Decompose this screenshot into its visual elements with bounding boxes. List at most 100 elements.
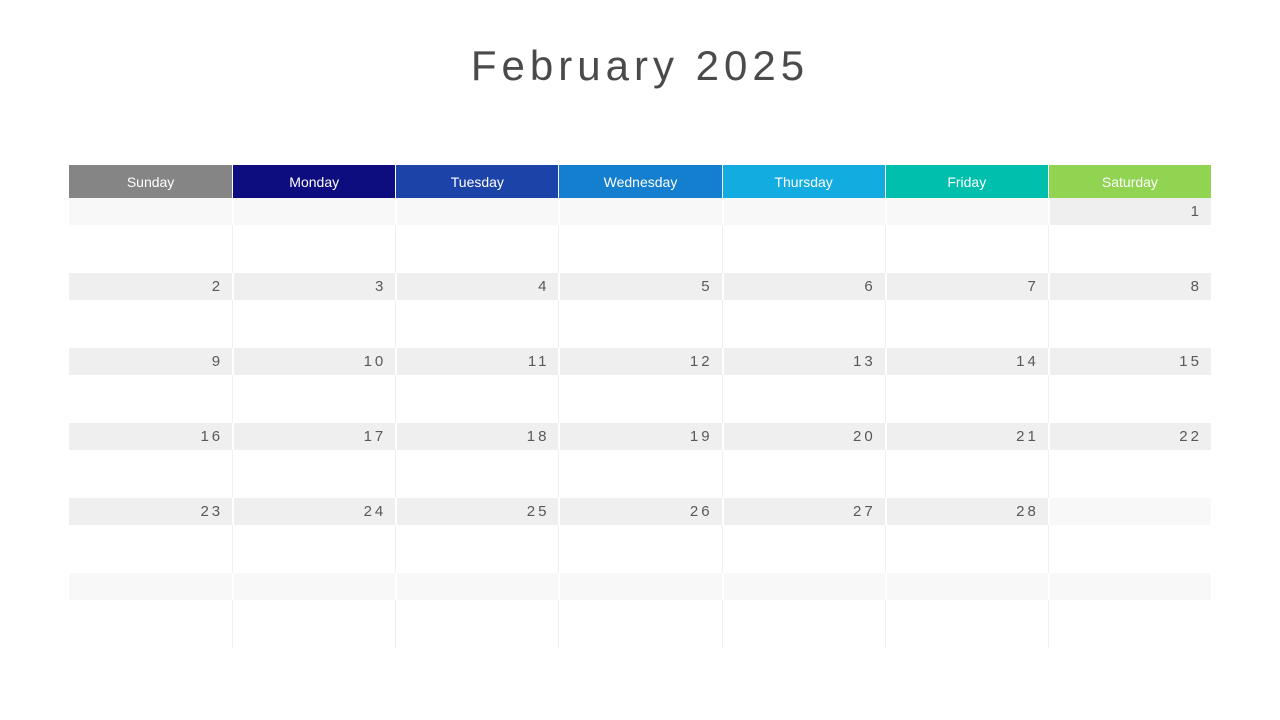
day-number-strip: 19: [558, 423, 722, 450]
day-body-area: [721, 450, 885, 498]
day-cell-7: 7: [884, 273, 1048, 348]
day-number: 6: [864, 278, 876, 295]
day-cell-25: 25: [395, 498, 559, 573]
day-cell-14: 14: [884, 348, 1048, 423]
day-number: 18: [526, 428, 550, 445]
day-cell-1: 1: [1047, 198, 1211, 273]
day-body-area: [721, 225, 885, 273]
day-body-area: [1047, 300, 1211, 348]
week-row-2: 2 3 4 5 6 7 8: [69, 273, 1211, 348]
day-number-strip: [232, 573, 396, 600]
day-body-area: [558, 600, 722, 648]
day-number-strip: 18: [395, 423, 559, 450]
day-number-strip: [69, 198, 233, 225]
day-body-area: [558, 375, 722, 423]
day-cell-23: 23: [69, 498, 233, 573]
day-cell-5: 5: [558, 273, 722, 348]
weekday-header-saturday: Saturday: [1047, 165, 1211, 198]
day-body-area: [884, 525, 1048, 573]
weekday-header-tuesday: Tuesday: [395, 165, 559, 198]
day-body-area: [721, 525, 885, 573]
day-body-area: [395, 225, 559, 273]
calendar-grid: Sunday Monday Tuesday Wednesday Thursday Frid…: [69, 165, 1211, 648]
day-number: 20: [853, 428, 876, 445]
week-row-4: 16 17 18 19 20 21 22: [69, 423, 1211, 498]
day-body-area: [232, 525, 396, 573]
day-number: 4: [538, 278, 550, 295]
day-number-strip: 2: [69, 273, 233, 300]
day-number-strip: 6: [721, 273, 885, 300]
day-cell-6: 6: [721, 273, 885, 348]
day-body-area: [232, 600, 396, 648]
day-body-area: [884, 375, 1048, 423]
day-body-area: [558, 525, 722, 573]
day-number-strip: 25: [395, 498, 559, 525]
day-number-strip: 8: [1047, 273, 1211, 300]
day-number: 3: [374, 278, 387, 295]
day-number: 5: [701, 278, 713, 295]
day-cell-27: 27: [721, 498, 885, 573]
day-number: 7: [1027, 278, 1039, 295]
day-body-area: [69, 300, 233, 348]
day-cell-9: 9: [69, 348, 233, 423]
day-cell-17: 17: [232, 423, 396, 498]
day-cell-10: 10: [232, 348, 396, 423]
day-number-strip: 24: [232, 498, 396, 525]
day-number: 22: [1179, 428, 1202, 445]
day-body-area: [721, 600, 885, 648]
day-number-strip: [1047, 573, 1211, 600]
day-number: 23: [200, 503, 224, 520]
day-cell-18: 18: [395, 423, 559, 498]
day-number-strip: 5: [558, 273, 722, 300]
day-number-strip: 23: [69, 498, 233, 525]
weekday-header-sunday: Sunday: [69, 165, 233, 198]
day-number-strip: [1047, 498, 1211, 525]
day-body-area: [232, 375, 396, 423]
day-cell-15: 15: [1047, 348, 1211, 423]
day-body-area: [69, 450, 233, 498]
day-number-strip: 21: [884, 423, 1048, 450]
day-cell-22: 22: [1047, 423, 1211, 498]
weeks-container: 1 2 3 4 5 6 7 8 9 10 11 12 13 14 15 16 17 18 19 20 21 22 23 24 2…: [69, 198, 1211, 648]
day-cell-empty: [69, 198, 233, 273]
day-cell-empty: [721, 573, 885, 648]
week-row-1: 1: [69, 198, 1211, 273]
day-number: 19: [689, 428, 713, 445]
day-cell-26: 26: [558, 498, 722, 573]
day-number-strip: 17: [232, 423, 396, 450]
day-body-area: [884, 300, 1048, 348]
day-cell-empty: [395, 573, 559, 648]
day-number-strip: 28: [884, 498, 1048, 525]
day-cell-4: 4: [395, 273, 559, 348]
day-cell-empty: [69, 573, 233, 648]
day-body-area: [721, 300, 885, 348]
day-cell-16: 16: [69, 423, 233, 498]
day-number-strip: 22: [1047, 423, 1211, 450]
day-cell-24: 24: [232, 498, 396, 573]
day-body-area: [558, 225, 722, 273]
day-number-strip: [884, 198, 1048, 225]
day-number-strip: [721, 573, 885, 600]
day-cell-empty: [395, 198, 559, 273]
day-number: 12: [689, 353, 713, 370]
day-number: 28: [1016, 503, 1039, 520]
day-number-strip: 16: [69, 423, 233, 450]
day-body-area: [395, 525, 559, 573]
day-number-strip: 27: [721, 498, 885, 525]
weekday-header-friday: Friday: [884, 165, 1048, 198]
day-number-strip: 14: [884, 348, 1048, 375]
day-number: 16: [200, 428, 224, 445]
day-body-area: [232, 225, 396, 273]
day-cell-empty: [558, 198, 722, 273]
day-body-area: [1047, 225, 1211, 273]
day-number: 1: [1190, 203, 1202, 220]
day-cell-empty: [558, 573, 722, 648]
day-body-area: [232, 300, 396, 348]
day-cell-13: 13: [721, 348, 885, 423]
day-cell-19: 19: [558, 423, 722, 498]
day-number: 11: [527, 353, 550, 370]
day-number: 27: [853, 503, 876, 520]
week-row-6: [69, 573, 1211, 648]
day-number: 25: [526, 503, 550, 520]
day-number: 21: [1016, 428, 1039, 445]
